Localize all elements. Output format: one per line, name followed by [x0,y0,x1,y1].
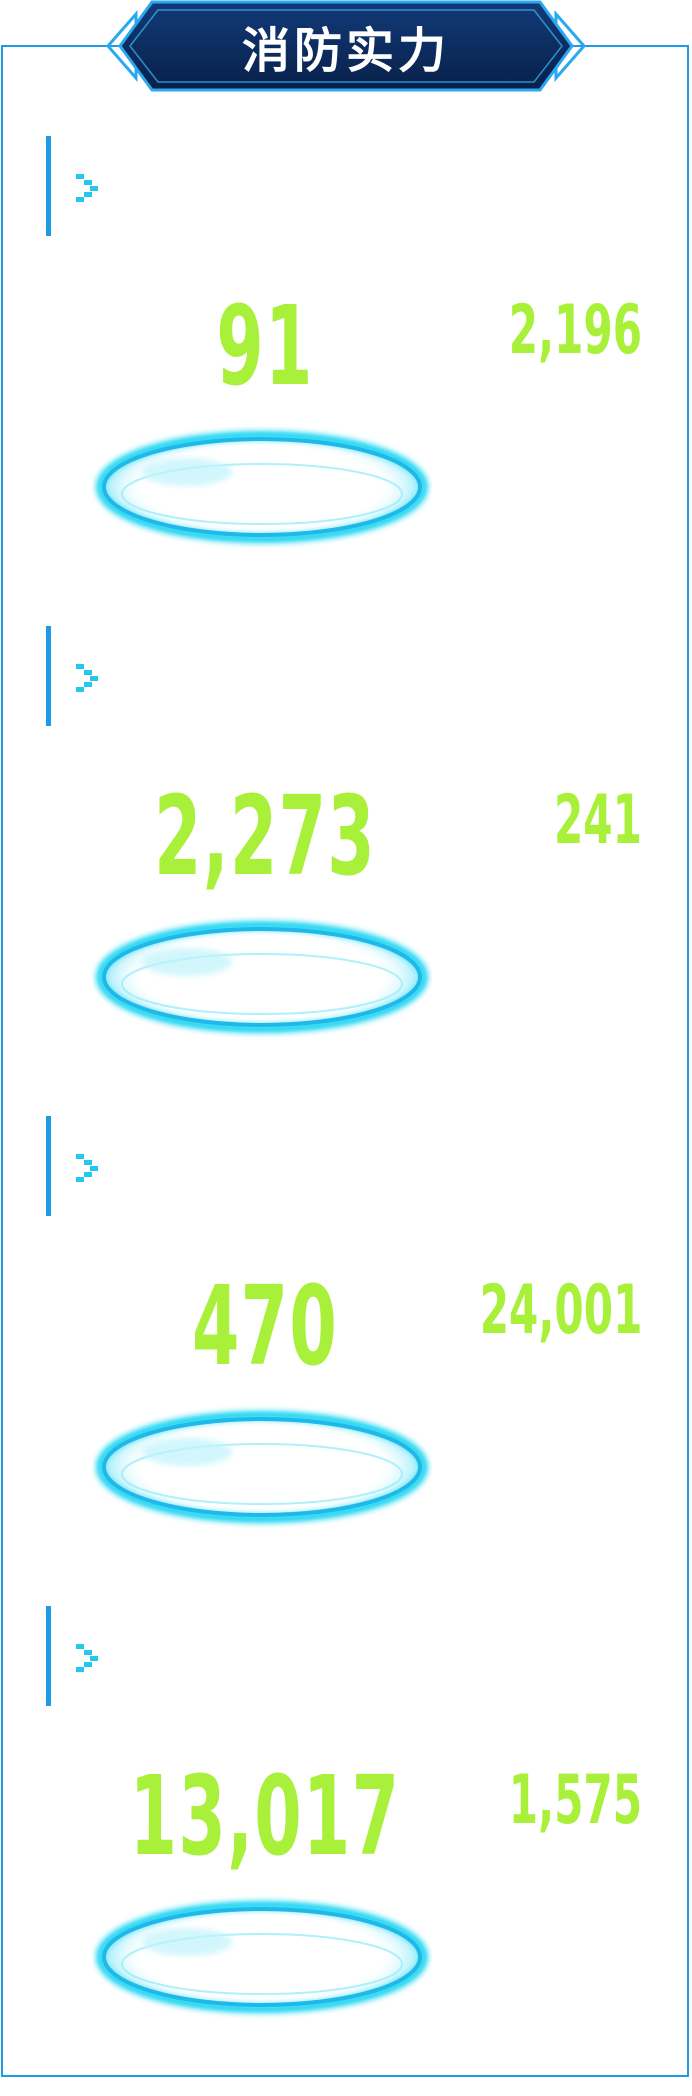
primary-value: 2,273 [154,772,376,900]
section-accent-bar [46,1606,51,1706]
chevron-steps-icon [76,1154,98,1182]
section-accent-bar [46,136,51,236]
glow-ring-pedestal [96,431,428,543]
page-title: 消防实力 [241,23,450,79]
stat-section-3: 470 24,001 [0,1116,692,1606]
stat-section-1: 91 2,196 [0,136,692,626]
section-accent-bar [46,1116,51,1216]
chevron-steps-icon [76,664,98,692]
stat-section-4: 13,017 1,575 [0,1606,692,2096]
secondary-value: 24,001 [479,1271,642,1350]
section-accent-bar [46,626,51,726]
glow-ring-pedestal [96,921,428,1033]
chevron-steps-icon [76,1644,98,1672]
chevron-steps-icon [76,174,98,202]
stat-section-2: 2,273 241 [0,626,692,1116]
secondary-value: 241 [553,781,642,860]
primary-value: 470 [191,1262,339,1390]
secondary-value: 1,575 [508,1761,642,1840]
glow-ring-pedestal [96,1901,428,2013]
primary-value: 13,017 [129,1752,401,1880]
title-banner: 消防实力 [106,0,586,92]
primary-value: 91 [216,282,314,410]
glow-ring-pedestal [96,1411,428,1523]
secondary-value: 2,196 [508,291,642,370]
title-banner-shape [106,0,586,92]
